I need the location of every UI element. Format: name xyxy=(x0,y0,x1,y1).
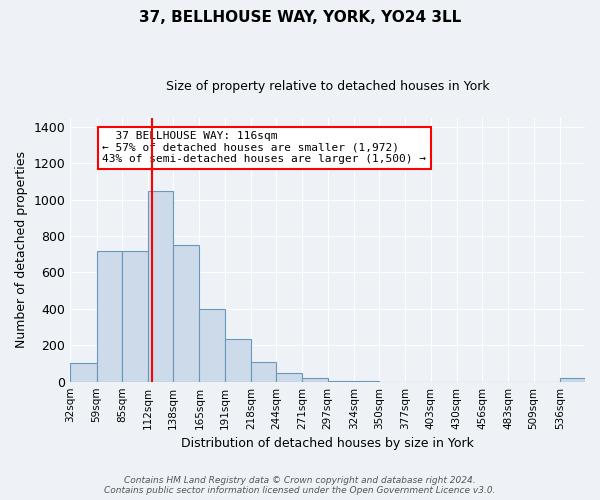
Bar xyxy=(560,378,585,382)
Title: Size of property relative to detached houses in York: Size of property relative to detached ho… xyxy=(166,80,490,93)
Bar xyxy=(70,364,97,382)
Bar xyxy=(354,381,379,382)
Bar xyxy=(97,250,122,382)
Bar xyxy=(225,339,251,382)
Text: Contains HM Land Registry data © Crown copyright and database right 2024.
Contai: Contains HM Land Registry data © Crown c… xyxy=(104,476,496,495)
Text: 37, BELLHOUSE WAY, YORK, YO24 3LL: 37, BELLHOUSE WAY, YORK, YO24 3LL xyxy=(139,10,461,25)
Bar xyxy=(173,245,199,382)
Bar xyxy=(199,309,225,382)
Bar xyxy=(276,374,302,382)
Bar xyxy=(328,381,354,382)
Bar xyxy=(251,362,276,382)
Y-axis label: Number of detached properties: Number of detached properties xyxy=(15,151,28,348)
Text: 37 BELLHOUSE WAY: 116sqm
← 57% of detached houses are smaller (1,972)
43% of sem: 37 BELLHOUSE WAY: 116sqm ← 57% of detach… xyxy=(103,131,427,164)
X-axis label: Distribution of detached houses by size in York: Distribution of detached houses by size … xyxy=(181,437,474,450)
Bar xyxy=(122,250,148,382)
Bar xyxy=(148,190,173,382)
Bar xyxy=(302,378,328,382)
